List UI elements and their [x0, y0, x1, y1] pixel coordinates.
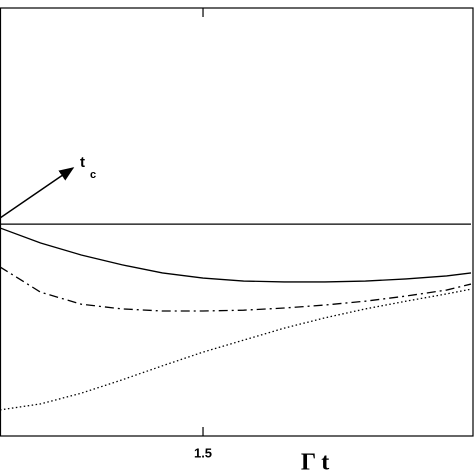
x-tick-label: 1.5 — [194, 445, 212, 460]
line-series — [0, 288, 472, 411]
annotation-arrow — [0, 167, 75, 219]
x-axis-label: Γ t — [301, 450, 329, 474]
plot-frame — [0, 7, 474, 437]
annotation-subscript: c — [90, 169, 96, 181]
line-series — [0, 266, 472, 312]
annotation: t — [80, 154, 85, 171]
line-series — [0, 227, 472, 283]
